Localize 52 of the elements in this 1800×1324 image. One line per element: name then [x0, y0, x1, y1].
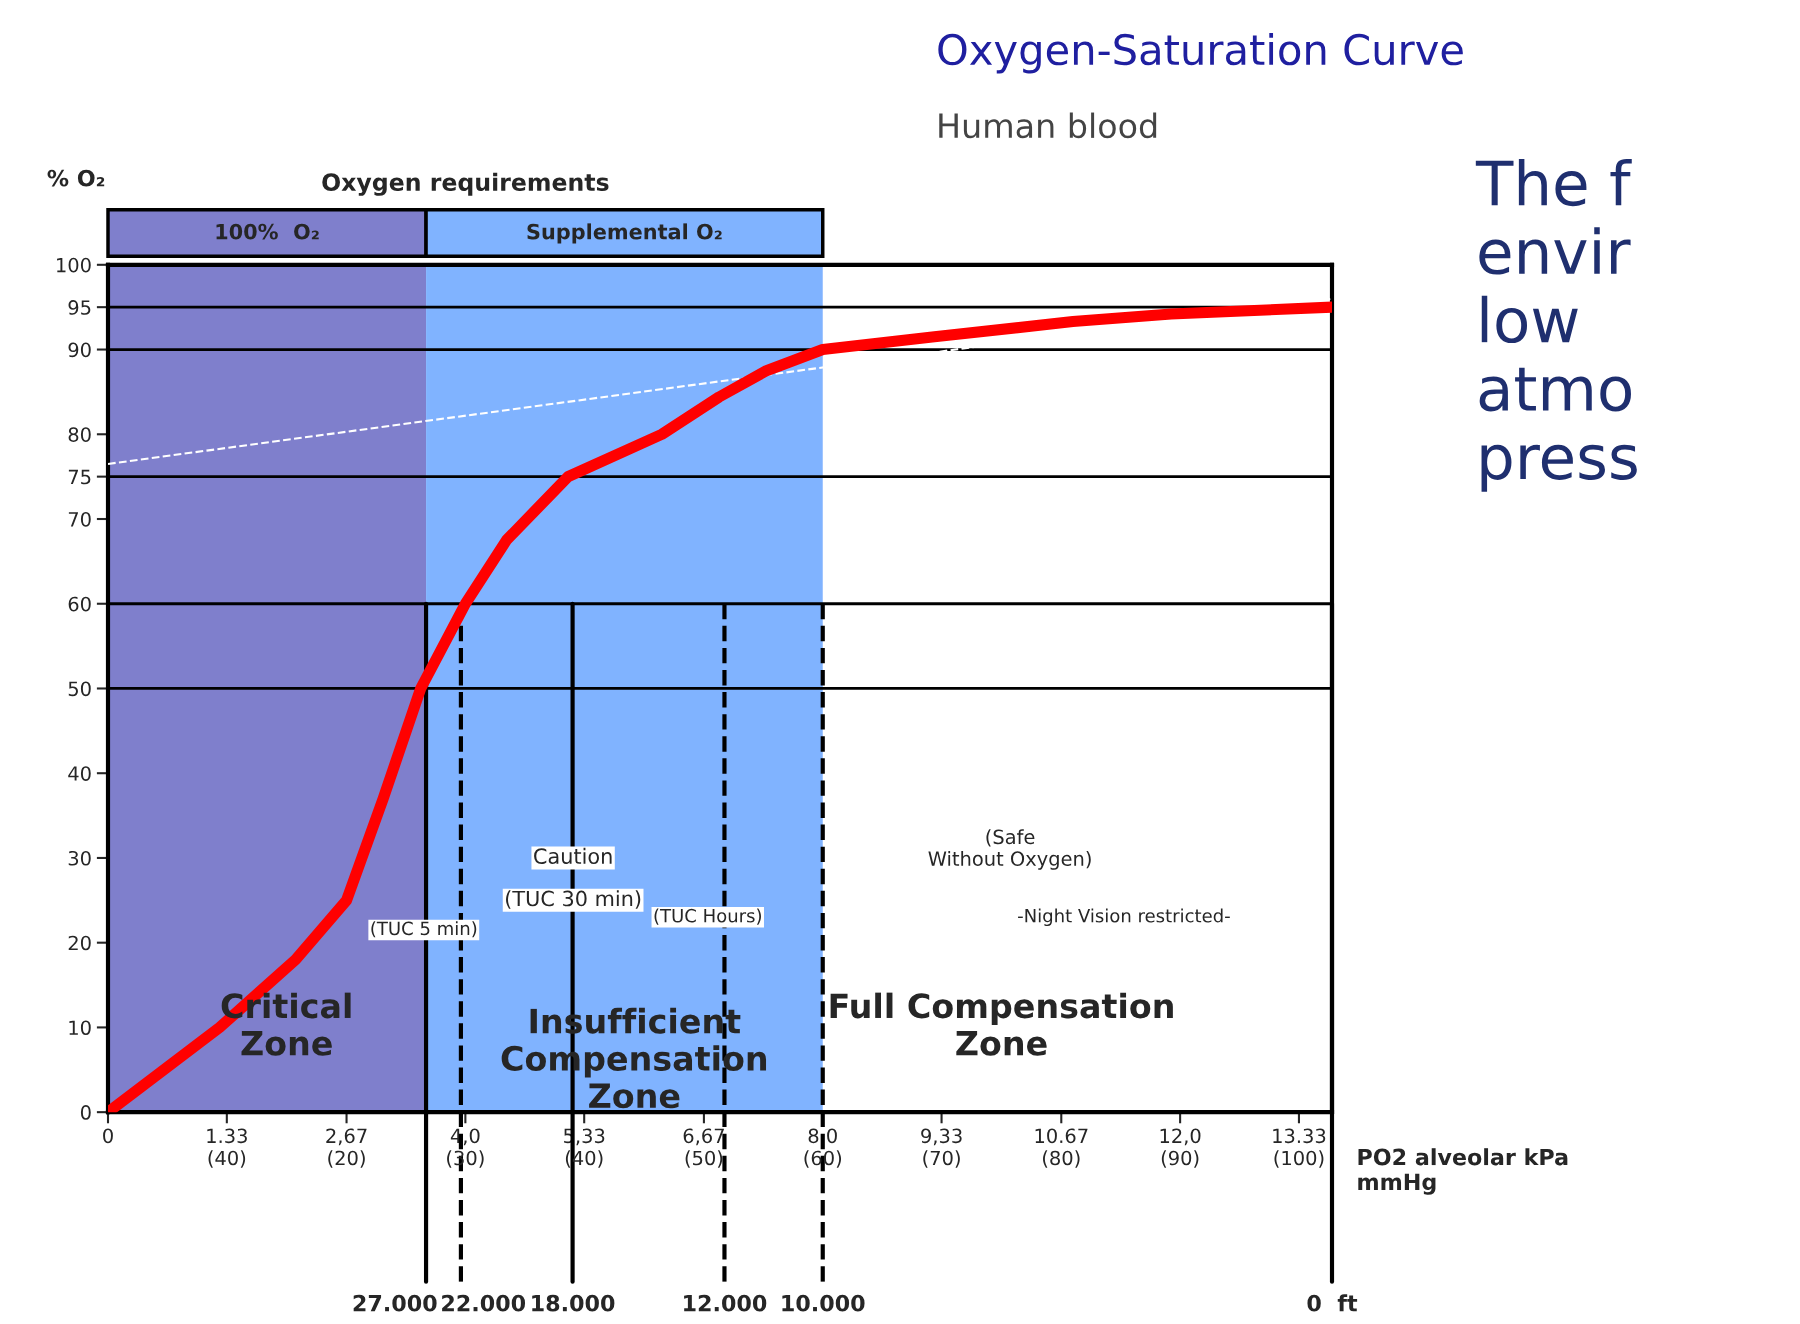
- text: 22.000: [442, 1294, 526, 1312]
- text: (30): [447, 1150, 484, 1168]
- band-label: Supplemental O₂: [527, 223, 722, 244]
- y-tick-label: 10: [69, 1020, 91, 1036]
- band-label: 100% O₂: [216, 223, 319, 240]
- y-tick-label: 60: [68, 596, 91, 612]
- y-tick-label: 75: [68, 469, 91, 485]
- annotation: -Night Vision restricted-: [1018, 908, 1230, 926]
- y-tick-label: 95: [68, 300, 91, 315]
- annotation: (Safe Without Oxygen): [928, 829, 1091, 870]
- y-tick-label: 20: [68, 935, 91, 951]
- text: The f envir low atmo press: [1475, 158, 1637, 492]
- y-tick-label: 30: [68, 850, 91, 866]
- annotation: (TUC Hours): [654, 908, 761, 925]
- x-tick-label: 4,0: [450, 1128, 480, 1146]
- text: (20): [328, 1150, 365, 1168]
- y-tick-label: 90: [68, 342, 91, 358]
- text: (40): [208, 1150, 246, 1168]
- y-tick-label: 100: [57, 257, 91, 273]
- x-tick-label: 1.33: [207, 1128, 247, 1144]
- text: 18.000: [532, 1294, 615, 1312]
- annotation: (TUC 5 min): [371, 921, 477, 938]
- annotation: Full Compensation Zone: [830, 992, 1173, 1056]
- x-tick-label: 9,33: [921, 1128, 962, 1146]
- text: Oxygen requirements: [322, 172, 609, 196]
- y-tick-label: 40: [68, 766, 91, 781]
- x-axis-title: PO2 alveolar kPa mmHg: [1358, 1148, 1568, 1195]
- y-tick-label: 80: [68, 427, 91, 442]
- y-axis-title: % O₂: [47, 169, 105, 187]
- x-tick-label: 6,67: [683, 1128, 724, 1146]
- text: (60): [804, 1150, 842, 1168]
- annotation: Caution: [534, 847, 612, 864]
- y-tick-label: 70: [68, 511, 91, 527]
- text: 27.000: [353, 1294, 437, 1312]
- y-tick-label: 50: [68, 681, 91, 697]
- text: (50): [685, 1150, 723, 1168]
- text: 10.000: [782, 1294, 865, 1312]
- y-tick-label: 0: [80, 1105, 91, 1120]
- chart-subtitle: Human blood: [939, 112, 1157, 139]
- x-tick-label: 0: [103, 1128, 113, 1144]
- x-tick-label: 12,0: [1160, 1128, 1201, 1146]
- text: (90): [1161, 1150, 1199, 1168]
- text: 0 ft: [1307, 1294, 1358, 1312]
- text: (80): [1043, 1150, 1080, 1168]
- x-tick-label: 2,67: [326, 1128, 367, 1146]
- x-tick-label: 13.33: [1273, 1128, 1326, 1144]
- text: (100): [1274, 1150, 1324, 1168]
- annotation: (TUC 30 min): [506, 890, 641, 909]
- text: 12.000: [684, 1294, 767, 1312]
- x-tick-label: 10.67: [1035, 1128, 1088, 1144]
- chart-title: Oxygen-Saturation Curve: [938, 33, 1463, 74]
- text: (70): [923, 1150, 960, 1168]
